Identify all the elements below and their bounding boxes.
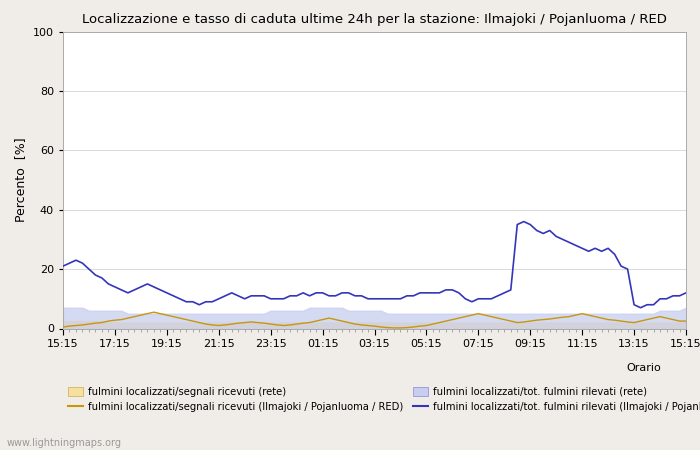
Text: www.lightningmaps.org: www.lightningmaps.org <box>7 437 122 447</box>
Text: Orario: Orario <box>626 363 662 373</box>
Legend: fulmini localizzati/segnali ricevuti (rete), fulmini localizzati/segnali ricevut: fulmini localizzati/segnali ricevuti (re… <box>68 387 700 412</box>
Y-axis label: Percento  [%]: Percento [%] <box>15 138 27 222</box>
Title: Localizzazione e tasso di caduta ultime 24h per la stazione: Ilmajoki / Pojanluo: Localizzazione e tasso di caduta ultime … <box>82 13 667 26</box>
